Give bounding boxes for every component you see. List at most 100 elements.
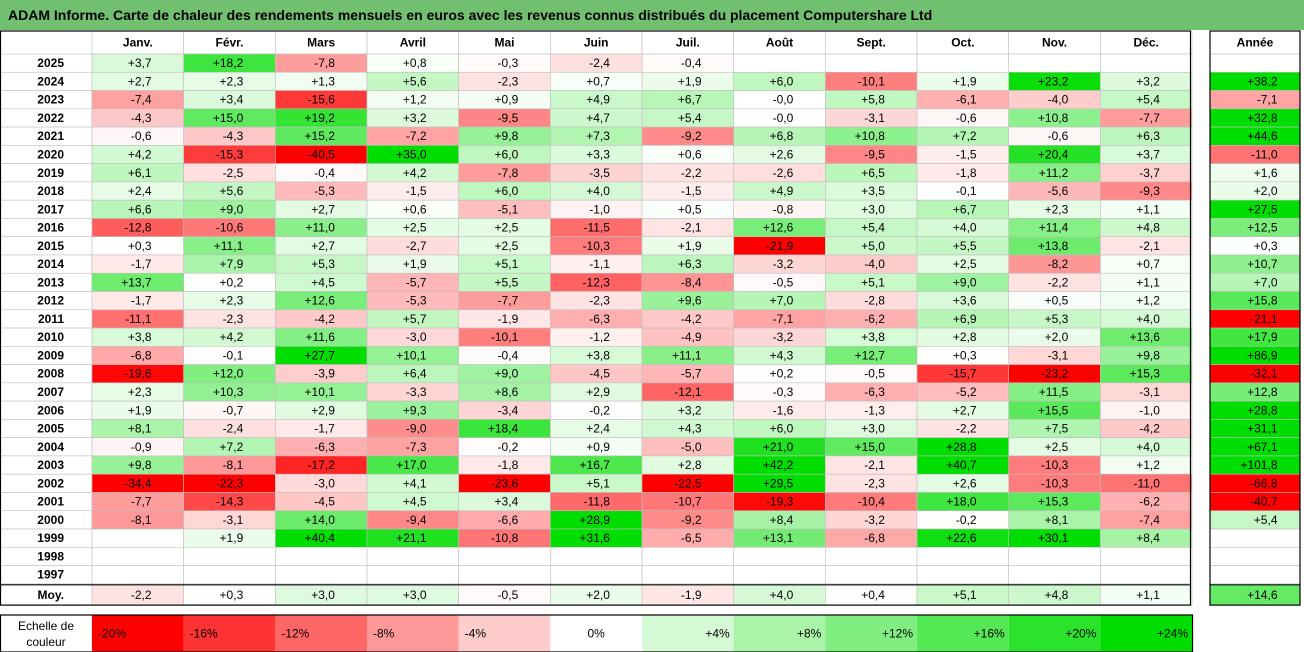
heatmap-value: -4,2 — [314, 312, 335, 326]
heatmap-value: -3,9 — [314, 367, 335, 381]
heatmap-value: -3,2 — [773, 330, 794, 344]
row-year-label: 1998 — [37, 549, 64, 563]
heatmap-value: -0,3 — [773, 385, 794, 399]
month-header-label: Juil. — [676, 36, 700, 50]
heatmap-value: -5,6 — [1048, 184, 1069, 198]
scale-swatch-label: +24% — [1157, 627, 1188, 641]
heatmap-cell — [825, 565, 918, 585]
heatmap-value: -1,2 — [589, 330, 610, 344]
heatmap-value: -3,1 — [864, 111, 885, 125]
heatmap-value: -4,2 — [681, 312, 702, 326]
row-year-label: 2021 — [37, 129, 64, 143]
heatmap-value: +3,0 — [861, 422, 885, 436]
heatmap-value: +31,6 — [580, 531, 611, 545]
heatmap-value: -7,4 — [1139, 513, 1160, 527]
row-year-label: 2025 — [37, 56, 64, 70]
heatmap-value: +2,3 — [220, 294, 244, 308]
heatmap-value: +8,1 — [1045, 513, 1069, 527]
heatmap-value: +3,8 — [128, 330, 152, 344]
heatmap-value: +0,2 — [220, 275, 244, 289]
heatmap-value: -2,5 — [223, 166, 244, 180]
heatmap-value: -5,7 — [406, 275, 427, 289]
heatmap-value: -2,2 — [956, 422, 977, 436]
heatmap-value: -2,3 — [223, 312, 244, 326]
chart-title: ADAM Informe. Carte de chaleur des rende… — [0, 0, 1304, 30]
scale-swatch — [183, 615, 276, 652]
heatmap-value: +6,6 — [128, 202, 152, 216]
heatmap-value: +6,5 — [861, 166, 885, 180]
heatmap-value: -2,3 — [498, 74, 519, 88]
heatmap-value: -4,0 — [1048, 93, 1069, 107]
heatmap-value: -7,8 — [314, 56, 335, 70]
heatmap-value: +6,4 — [403, 367, 427, 381]
row-year-label: 2009 — [37, 348, 64, 362]
heatmap-value: -1,7 — [131, 294, 152, 308]
row-year-label: 2023 — [37, 93, 64, 107]
average-value: +4,0 — [770, 588, 794, 602]
heatmap-value: +11,1 — [672, 348, 702, 362]
heatmap-value: +2,6 — [953, 476, 977, 490]
grid-border — [0, 30, 1192, 606]
heatmap-value: +1,9 — [403, 257, 427, 271]
heatmap-value: -12,3 — [583, 275, 611, 289]
heatmap-value: -0,3 — [498, 56, 519, 70]
heatmap-value: +9,0 — [953, 275, 977, 289]
heatmap-value: -0,1 — [956, 184, 977, 198]
heatmap-value: -10,3 — [1041, 458, 1069, 472]
heatmap-value: -3,0 — [314, 476, 335, 490]
row-year-label: 2002 — [37, 476, 64, 490]
heatmap-value: -0,6 — [1048, 129, 1069, 143]
heatmap-value: +21,1 — [396, 531, 427, 545]
heatmap-value: -0,2 — [498, 440, 519, 454]
year-total-value: +10,7 — [1247, 257, 1278, 271]
heatmap-value: -15,3 — [216, 147, 244, 161]
row-year-label: 2017 — [37, 202, 64, 216]
heatmap-value: -11,8 — [583, 495, 610, 509]
heatmap-value: -0,0 — [773, 93, 794, 107]
heatmap-value: +15,5 — [1038, 403, 1069, 417]
heatmap-value: +16,7 — [580, 458, 611, 472]
heatmap-value: +5,6 — [403, 74, 427, 88]
heatmap-value: -8,4 — [681, 275, 702, 289]
row-year-label: 2001 — [37, 495, 64, 509]
row-year-label: 2020 — [37, 147, 64, 161]
heatmap-value: +6,8 — [770, 129, 794, 143]
heatmap-value: -1,6 — [773, 403, 794, 417]
row-year-label: 2012 — [37, 294, 64, 308]
heatmap-value: +5,1 — [495, 257, 519, 271]
heatmap-value: +8,6 — [495, 385, 519, 399]
heatmap-value: -1,3 — [864, 403, 885, 417]
heatmap-value: +4,5 — [311, 275, 335, 289]
heatmap-value: +20,4 — [1038, 147, 1069, 161]
average-value: +5,1 — [953, 588, 977, 602]
year-total-value: +86,9 — [1247, 348, 1278, 362]
heatmap-value: -6,3 — [314, 440, 335, 454]
heatmap-value: +5,0 — [861, 239, 885, 253]
heatmap-value: +18,4 — [488, 422, 519, 436]
heatmap-value: +8,4 — [770, 513, 794, 527]
heatmap-value: +14,0 — [305, 513, 336, 527]
heatmap-value: -3,0 — [406, 330, 427, 344]
heatmap-value: +4,0 — [586, 184, 610, 198]
year-total-value: +17,9 — [1247, 330, 1278, 344]
heatmap-value: +2,6 — [770, 147, 794, 161]
heatmap-value: -2,3 — [864, 476, 885, 490]
heatmap-value: -1,0 — [589, 202, 610, 216]
heatmap-value: +0,7 — [586, 74, 610, 88]
heatmap-value: +6,0 — [770, 74, 794, 88]
heatmap-value: -1,1 — [589, 257, 610, 271]
average-value: -1,9 — [681, 588, 702, 602]
heatmap-value: -1,7 — [131, 257, 152, 271]
heatmap-value: -0,5 — [864, 367, 885, 381]
heatmap-value: -7,3 — [406, 440, 427, 454]
heatmap-value: +5,1 — [586, 476, 610, 490]
heatmap-cell — [916, 546, 1010, 566]
heatmap-value: -5,3 — [406, 294, 427, 308]
heatmap-value: +8,4 — [1136, 531, 1160, 545]
heatmap-value: +3,2 — [1136, 74, 1160, 88]
heatmap-value: +1,9 — [678, 239, 702, 253]
heatmap-value: +9,3 — [403, 403, 427, 417]
heatmap-value: +7,9 — [220, 257, 244, 271]
heatmap-value: +1,9 — [678, 74, 702, 88]
heatmap-value: +3,4 — [220, 93, 244, 107]
